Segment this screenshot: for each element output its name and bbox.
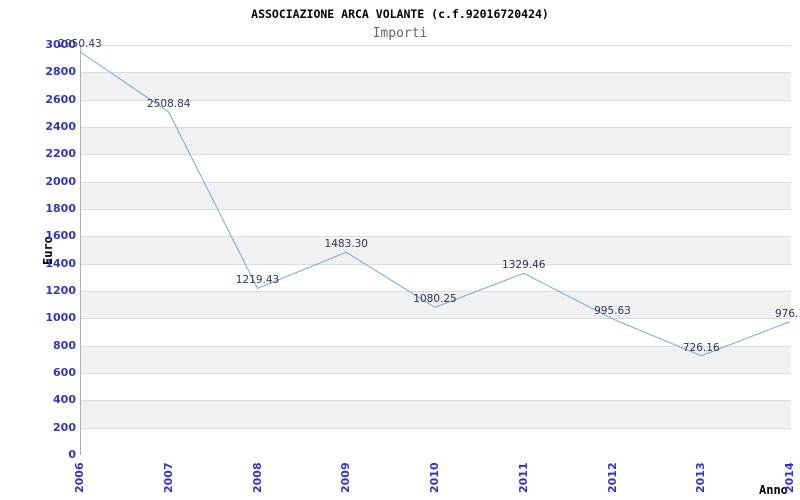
gridline — [81, 263, 791, 265]
y-tick-label: 200 — [53, 420, 76, 434]
plot-band — [81, 373, 791, 401]
y-tick-label: 800 — [53, 338, 76, 352]
y-tick-label: 2200 — [45, 147, 76, 161]
x-tick-label: 2007 — [161, 462, 175, 493]
plot-band — [81, 263, 791, 291]
y-tick-label: 3000 — [45, 38, 76, 51]
y-tick-label: 0 — [68, 448, 76, 461]
point-label: 995.63 — [594, 305, 631, 317]
plot-band — [81, 127, 791, 155]
y-tick-label: 600 — [53, 366, 76, 379]
point-label: 976.1 — [774, 308, 800, 320]
y-tick-label: 1400 — [45, 256, 76, 270]
x-tick-label: 2006 — [73, 462, 86, 493]
y-tick-label: 1800 — [45, 202, 76, 215]
plot-band — [81, 181, 791, 209]
point-label: 1329.46 — [502, 259, 546, 271]
gridline — [81, 181, 791, 183]
y-tick-label: 400 — [53, 393, 76, 407]
x-tick-label: 2008 — [250, 462, 264, 493]
y-tick-label: 2000 — [45, 174, 76, 188]
y-tick-label: 2800 — [45, 65, 76, 79]
gridline — [81, 373, 791, 374]
x-tick-label: 2009 — [339, 462, 353, 493]
x-tick-label: 2010 — [428, 462, 441, 493]
plot-band — [81, 154, 791, 182]
chart-title: ASSOCIAZIONE ARCA VOLANTE (c.f.920167204… — [251, 7, 549, 21]
point-label: 726.16 — [682, 342, 720, 354]
point-label: 1219.43 — [235, 274, 280, 286]
gridline — [81, 427, 791, 429]
y-tick-label: 2600 — [45, 92, 76, 106]
x-tick-label: 2013 — [694, 462, 708, 493]
plot-band — [81, 45, 791, 73]
gridline — [81, 45, 791, 46]
y-tick-label: 1200 — [45, 284, 76, 297]
y-tick-label: 2400 — [45, 120, 76, 133]
chart-subtitle: Importi — [372, 26, 428, 41]
gridline — [81, 127, 791, 128]
y-tick-label: 1000 — [45, 311, 76, 325]
point-label: 2508.84 — [147, 98, 191, 110]
x-tick-label: 2014 — [783, 462, 796, 493]
plot-band — [81, 72, 791, 100]
plot-band — [81, 427, 791, 455]
x-tick-label: 2011 — [516, 462, 530, 493]
gridline — [81, 400, 791, 402]
plot-band — [81, 400, 791, 428]
y-tick-label: 1600 — [45, 229, 76, 243]
gridline — [81, 209, 791, 210]
x-axis-title: Anno — [759, 483, 788, 497]
gridline — [81, 154, 791, 156]
plot-band — [81, 236, 791, 264]
point-label: 2950.43 — [58, 38, 102, 50]
gridline — [81, 291, 791, 292]
point-label: 1483.30 — [324, 238, 368, 250]
gridline — [81, 236, 791, 238]
point-label: 1080.25 — [413, 293, 457, 305]
x-tick-label: 2012 — [605, 462, 619, 493]
gridline — [81, 72, 791, 74]
plot-band — [81, 209, 791, 237]
gridline — [81, 318, 791, 320]
